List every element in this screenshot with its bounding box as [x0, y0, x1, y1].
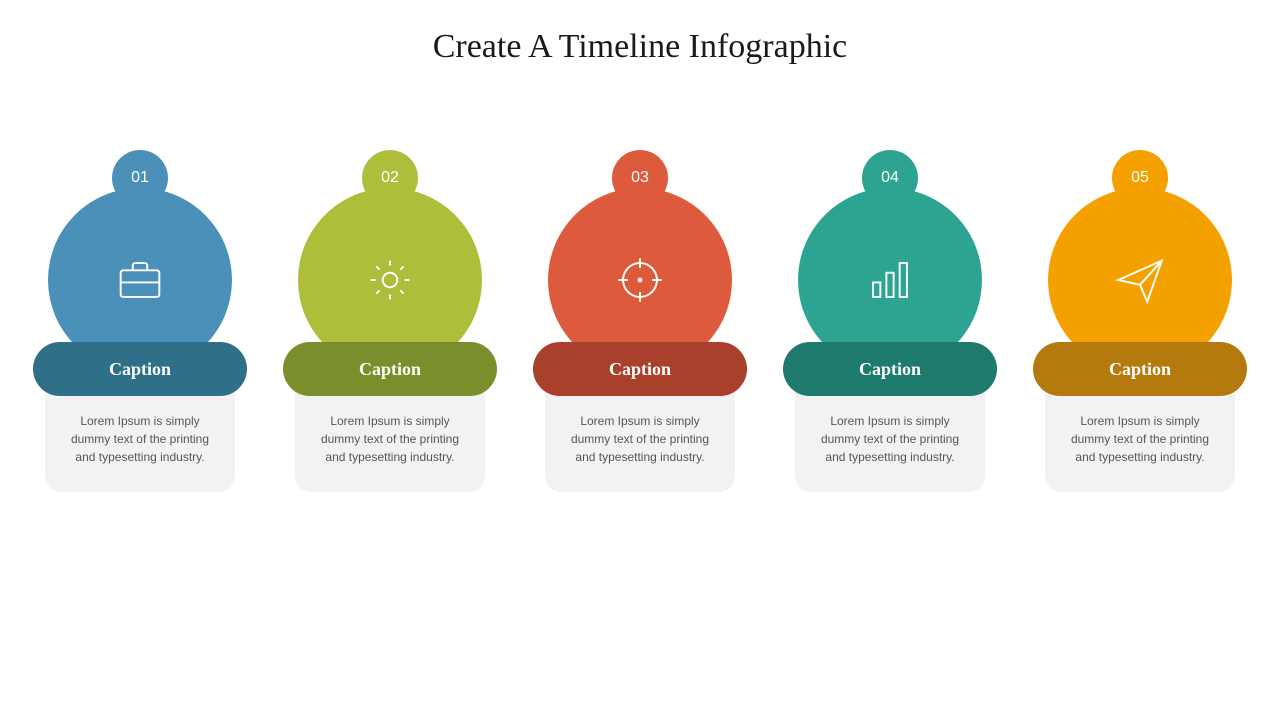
page-title: Create A Timeline Infographic [0, 0, 1280, 66]
step-number-badge: 03 [612, 150, 668, 206]
timeline-item: 01 CaptionLorem Ipsum is simply dummy tex… [30, 150, 250, 492]
step-number-badge: 02 [362, 150, 418, 206]
description-box: Lorem Ipsum is simply dummy text of the … [295, 382, 485, 492]
caption-bar: Caption [783, 342, 997, 396]
description-box: Lorem Ipsum is simply dummy text of the … [1045, 382, 1235, 492]
description-box: Lorem Ipsum is simply dummy text of the … [545, 382, 735, 492]
timeline-row: 01CaptionLorem Ipsum is simply dummy tex… [0, 150, 1280, 492]
step-number-badge: 04 [862, 150, 918, 206]
timeline-item: 04 CaptionLorem Ipsum is simply dummy tex… [780, 150, 1000, 492]
caption-bar: Caption [1033, 342, 1247, 396]
caption-bar: Caption [533, 342, 747, 396]
timeline-item: 05 CaptionLorem Ipsum is simply dummy tex… [1030, 150, 1250, 492]
description-box: Lorem Ipsum is simply dummy text of the … [795, 382, 985, 492]
timeline-item: 03 CaptionLorem Ipsum is simply dummy tex… [530, 150, 750, 492]
description-box: Lorem Ipsum is simply dummy text of the … [45, 382, 235, 492]
step-number-badge: 05 [1112, 150, 1168, 206]
caption-bar: Caption [283, 342, 497, 396]
caption-bar: Caption [33, 342, 247, 396]
timeline-item: 02 CaptionLorem Ipsum is simply dummy tex… [280, 150, 500, 492]
step-number-badge: 01 [112, 150, 168, 206]
